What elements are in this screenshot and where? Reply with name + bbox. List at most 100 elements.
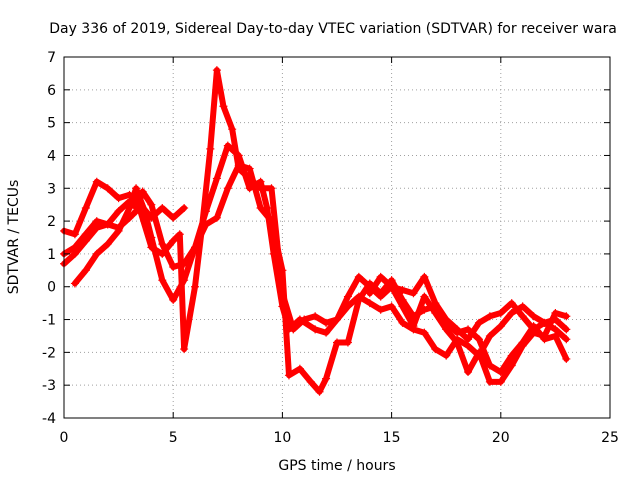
data-point: [278, 289, 287, 298]
data-point: [540, 331, 549, 340]
data-point: [387, 282, 396, 291]
data-point: [365, 299, 374, 308]
data-point: [267, 184, 276, 193]
y-tick-label: 1: [47, 247, 56, 263]
data-point: [485, 312, 494, 321]
y-tick-label: 3: [47, 181, 56, 197]
data-point: [256, 203, 265, 212]
data-point: [169, 295, 178, 304]
data-point: [223, 184, 232, 193]
data-point: [409, 322, 418, 331]
data-point: [365, 289, 374, 298]
data-point: [81, 203, 90, 212]
data-point: [551, 331, 560, 340]
data-point: [234, 164, 243, 173]
y-tick-label: -1: [42, 313, 56, 329]
data-point: [398, 318, 407, 327]
data-point: [158, 249, 167, 258]
data-point: [562, 325, 571, 334]
data-point: [529, 325, 538, 334]
data-point: [92, 177, 101, 186]
data-point: [125, 197, 134, 206]
y-tick-label: -3: [42, 378, 56, 394]
data-point: [92, 223, 101, 232]
data-point: [474, 348, 483, 357]
data-point: [212, 174, 221, 183]
data-point: [191, 282, 200, 291]
data-point: [169, 236, 178, 245]
data-point: [464, 325, 473, 334]
y-axis-label: SDTVAR / TECUs: [6, 180, 22, 295]
data-point: [322, 318, 331, 327]
data-point: [169, 213, 178, 222]
data-point: [540, 318, 549, 327]
data-point: [507, 308, 516, 317]
data-point: [562, 354, 571, 363]
data-point: [518, 312, 527, 321]
data-point: [387, 302, 396, 311]
series-layer: [60, 66, 571, 396]
data-point: [295, 364, 304, 373]
y-tick-label: 5: [47, 116, 56, 132]
data-point: [300, 315, 309, 324]
y-tick-label: 7: [47, 50, 56, 66]
x-tick-label: 20: [492, 430, 510, 446]
data-point: [453, 325, 462, 334]
data-point: [147, 243, 156, 252]
series-line: [61, 178, 188, 238]
data-point: [245, 164, 254, 173]
data-point: [158, 276, 167, 285]
data-point: [343, 338, 352, 347]
data-point: [431, 345, 440, 354]
data-point: [485, 377, 494, 386]
data-point: [420, 328, 429, 337]
x-axis-label: GPS time / hours: [278, 458, 395, 474]
data-point: [70, 249, 79, 258]
data-point: [212, 213, 221, 222]
data-point: [333, 338, 341, 347]
data-point: [464, 368, 473, 377]
data-point: [70, 279, 79, 288]
data-point: [81, 266, 90, 275]
data-point: [474, 335, 483, 344]
data-point: [343, 292, 352, 301]
data-point: [81, 236, 90, 245]
data-point: [219, 102, 228, 111]
data-point: [496, 368, 505, 377]
data-point: [485, 331, 494, 340]
data-point: [206, 144, 215, 153]
data-point: [464, 335, 473, 344]
data-point: [180, 203, 189, 212]
data-point: [92, 249, 101, 258]
data-point: [158, 203, 167, 212]
x-tick-labels: 0 5 10 15 20 25: [60, 430, 619, 446]
data-point: [442, 315, 451, 324]
data-point: [442, 351, 451, 360]
data-point: [562, 312, 571, 321]
data-point: [311, 325, 320, 334]
data-point: [284, 371, 293, 380]
y-tick-label: 0: [47, 280, 56, 296]
data-point: [507, 361, 516, 370]
data-point: [114, 207, 123, 216]
data-point: [474, 318, 483, 327]
data-point: [212, 66, 221, 75]
series-line: [61, 67, 570, 385]
data-point: [529, 312, 538, 321]
data-point: [315, 387, 324, 396]
data-point: [223, 141, 232, 150]
data-point: [289, 325, 298, 334]
data-point: [420, 272, 429, 281]
axis-ticks: [63, 56, 611, 419]
chart-title: Day 336 of 2019, Sidereal Day-to-day VTE…: [49, 21, 617, 37]
data-point: [485, 361, 494, 370]
data-point: [496, 322, 505, 331]
data-point: [551, 315, 560, 324]
data-point: [169, 263, 178, 272]
data-point: [376, 305, 385, 314]
data-point: [420, 292, 429, 301]
data-point: [442, 325, 451, 334]
plot-frame: [63, 56, 611, 419]
